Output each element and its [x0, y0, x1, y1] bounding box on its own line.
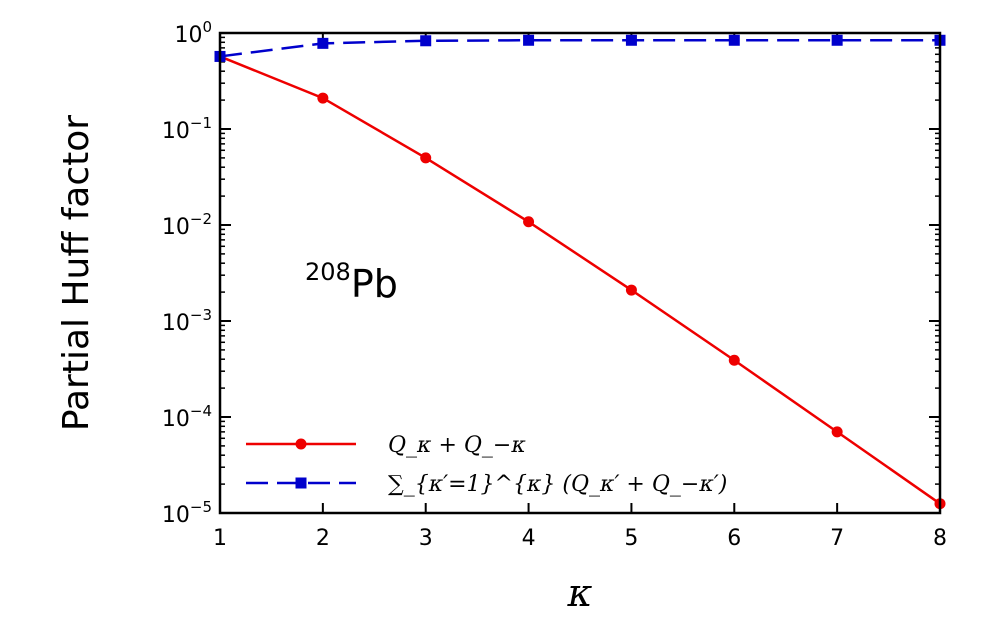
y-tick-base: 10 — [162, 503, 190, 528]
y-tick-exponent: −2 — [190, 210, 212, 228]
legend: Q_κ + Q_−κ ∑_{κ′=1}^{κ} (Q_κ′ + Q_−κ′) — [246, 433, 727, 497]
series-2-line — [219, 39, 940, 58]
series-2-point — [317, 37, 329, 49]
nucleus-annotation: 208Pb — [305, 258, 398, 306]
series-1-point — [625, 284, 637, 296]
legend-1-marker — [295, 438, 307, 450]
x-tick-label: 8 — [933, 526, 947, 551]
plot-frame — [218, 31, 942, 515]
y-tick-label: 10−4 — [162, 402, 212, 432]
y-tick-exponent: 0 — [202, 18, 212, 36]
nucleus-element: Pb — [351, 262, 398, 306]
y-tick-label: 10−3 — [162, 306, 212, 336]
x-tick-label: 5 — [624, 526, 638, 551]
x-axis-label: κ — [567, 571, 593, 615]
y-tick-label: 10−1 — [162, 114, 212, 144]
x-tick-label: 7 — [830, 526, 844, 551]
series-2-point — [831, 34, 843, 46]
y-tick-base: 10 — [174, 23, 202, 48]
x-tick-label: 1 — [213, 526, 227, 551]
nucleus-mass-number: 208 — [305, 258, 351, 286]
series-1-point — [728, 354, 740, 366]
y-tick-label: 100 — [174, 18, 212, 48]
legend-2-marker — [295, 477, 307, 489]
legend-2-label: ∑_{κ′=1}^{κ} (Q_κ′ + Q_−κ′) — [388, 472, 727, 497]
legend-1-label: Q_κ + Q_−κ — [388, 433, 526, 458]
series-1-point — [420, 152, 432, 164]
y-tick-base: 10 — [162, 215, 190, 240]
series-1-point — [831, 426, 843, 438]
series-2-point — [625, 34, 637, 46]
y-tick-exponent: −3 — [190, 306, 212, 324]
x-tick-label: 4 — [522, 526, 536, 551]
x-tick-label: 2 — [316, 526, 330, 551]
series-2-point — [420, 35, 432, 47]
series-1-point — [317, 92, 329, 104]
x-tick-label: 3 — [419, 526, 433, 551]
series-1-point — [523, 216, 535, 228]
y-tick-exponent: −5 — [190, 498, 212, 516]
x-tick-label: 6 — [727, 526, 741, 551]
series-2-point — [523, 34, 535, 46]
y-tick-base: 10 — [162, 311, 190, 336]
y-tick-exponent: −1 — [190, 114, 212, 132]
y-tick-base: 10 — [162, 119, 190, 144]
y-tick-label: 10−5 — [162, 498, 212, 528]
series-1-line — [219, 55, 941, 505]
y-tick-label: 10−2 — [162, 210, 212, 240]
series-2-point — [728, 34, 740, 46]
y-axis-label: Partial Huff factor — [56, 115, 97, 431]
y-tick-exponent: −4 — [190, 402, 212, 420]
y-tick-base: 10 — [162, 407, 190, 432]
